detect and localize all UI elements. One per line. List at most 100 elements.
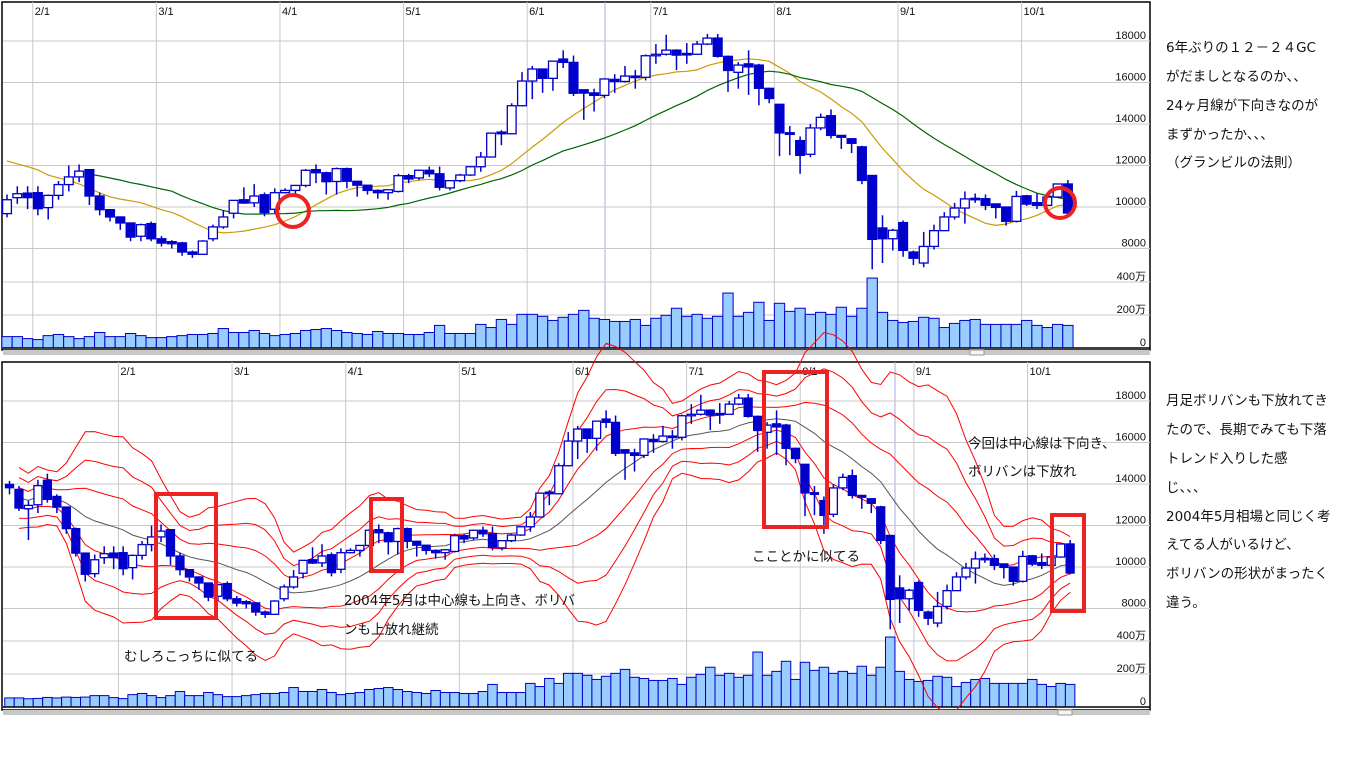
scrollbar-thumb[interactable] (1057, 709, 1073, 716)
highlight-box-3 (762, 370, 829, 529)
candle-bullish (53, 183, 64, 197)
horizontal-scrollbar[interactable] (3, 710, 1150, 715)
volume-bar (468, 692, 479, 708)
candle-bearish (307, 559, 318, 564)
candle-bearish (4, 483, 15, 489)
label-2004-line1: 2004年5月は中心線も上向き、ボリバ (344, 593, 576, 609)
volume-bar (600, 675, 612, 708)
volume-bar (458, 692, 470, 708)
candle-bullish (288, 576, 299, 588)
candle-bearish (712, 37, 723, 58)
volume-bar (1045, 686, 1057, 708)
volume-bar (847, 672, 858, 708)
horizontal-scrollbar[interactable] (3, 350, 1150, 355)
candle-bullish (383, 189, 394, 194)
month-tick-label: 3/1 (158, 6, 173, 18)
volume-bar (155, 697, 167, 708)
price-tick-label: 8000 (1122, 598, 1146, 610)
volume-bar (1055, 682, 1066, 708)
candle-bearish (774, 103, 785, 134)
volume-bar (856, 665, 868, 708)
candle-bearish (459, 535, 469, 540)
bollinger-band-l2 (18, 440, 1071, 662)
volume-bar (146, 695, 157, 708)
month-tick-label: 5/1 (406, 6, 421, 18)
candle-bearish (671, 49, 682, 56)
candle-bearish (194, 576, 204, 584)
candle-bearish (434, 173, 445, 188)
volume-bar (799, 661, 811, 708)
volume-bar (562, 672, 574, 708)
volume-bar (970, 678, 981, 708)
candle-bullish (444, 179, 455, 189)
candle-bearish (980, 557, 990, 561)
candle-bearish (610, 421, 621, 454)
candle-bullish (939, 216, 950, 232)
volume-bar (657, 679, 669, 708)
candle-bearish (1065, 543, 1075, 574)
candle-bullish (90, 559, 100, 575)
candle-bullish (449, 535, 460, 553)
candle-bearish (238, 199, 249, 204)
volume-bar (884, 636, 896, 708)
month-tick-label: 2/1 (35, 6, 50, 18)
price-tick-label: 10000 (1115, 196, 1146, 208)
candle-bearish (825, 115, 837, 137)
candle-bullish (127, 554, 138, 569)
volume-bar (960, 681, 972, 708)
volume-bar (335, 694, 347, 708)
candle-bullish (547, 60, 558, 79)
volume-bar (989, 682, 1000, 708)
volume-bar (307, 690, 318, 708)
candle-bullish (63, 176, 74, 186)
bottom-note-line: じ、、、 (1166, 480, 1207, 496)
scrollbar-thumb[interactable] (969, 349, 985, 356)
bottom-note-line: ボリバンの形状がまったく (1166, 566, 1329, 582)
candle-bullish (355, 544, 365, 552)
candle-bullish (692, 43, 703, 55)
label-now-line2: ボリバンは下放れ (968, 464, 1077, 480)
volume-bar (203, 691, 214, 708)
candle-bullish (918, 245, 929, 264)
volume-bar (922, 679, 934, 708)
month-tick-label: 8/1 (776, 6, 791, 18)
candle-bearish (537, 68, 548, 79)
candle-bearish (867, 174, 878, 241)
candle-bearish (809, 492, 820, 496)
candle-bullish (599, 78, 610, 97)
month-tick-label: 10/1 (1024, 6, 1045, 18)
bollinger-band-u3 (18, 331, 1071, 553)
volume-bar (326, 691, 337, 708)
volume-bar (61, 696, 72, 708)
highlight-box-2 (369, 497, 404, 573)
candle-bullish (696, 409, 706, 415)
volume-bar (496, 691, 508, 708)
top-chart-moving-averages: 2/1 3/1 4/1 5/1 6/1 7/1 8/1 9/1 10/1 18000 16000 14… (1, 1, 1151, 356)
candle-bullish (661, 49, 672, 55)
candle-bullish (686, 413, 696, 417)
candle-bullish (12, 193, 23, 199)
candle-bullish (970, 558, 981, 569)
candle-bullish (99, 553, 109, 559)
volume-bar (875, 666, 886, 708)
volume-bar (1036, 683, 1047, 708)
candle-bearish (187, 251, 198, 255)
volume-tick-label: 400万 (1117, 630, 1146, 642)
candle-bullish (336, 552, 346, 570)
candle-bullish (156, 530, 166, 538)
candle-bearish (846, 138, 857, 144)
month-tick-label: 2/1 (120, 366, 135, 378)
candle-bullish (815, 116, 826, 129)
candle-bullish (345, 549, 356, 554)
volume-tick-label: 0 (1140, 337, 1146, 349)
candle-bullish (949, 207, 960, 218)
candle-bearish (609, 78, 620, 83)
volume-bar (771, 670, 782, 708)
candle-bearish (125, 222, 136, 238)
candle-bearish (260, 611, 270, 615)
candle-bullish (838, 476, 848, 489)
volume-bar (165, 695, 176, 708)
candle-bearish (431, 549, 441, 554)
volume-bar (733, 676, 744, 708)
candle-bullish (592, 420, 602, 440)
